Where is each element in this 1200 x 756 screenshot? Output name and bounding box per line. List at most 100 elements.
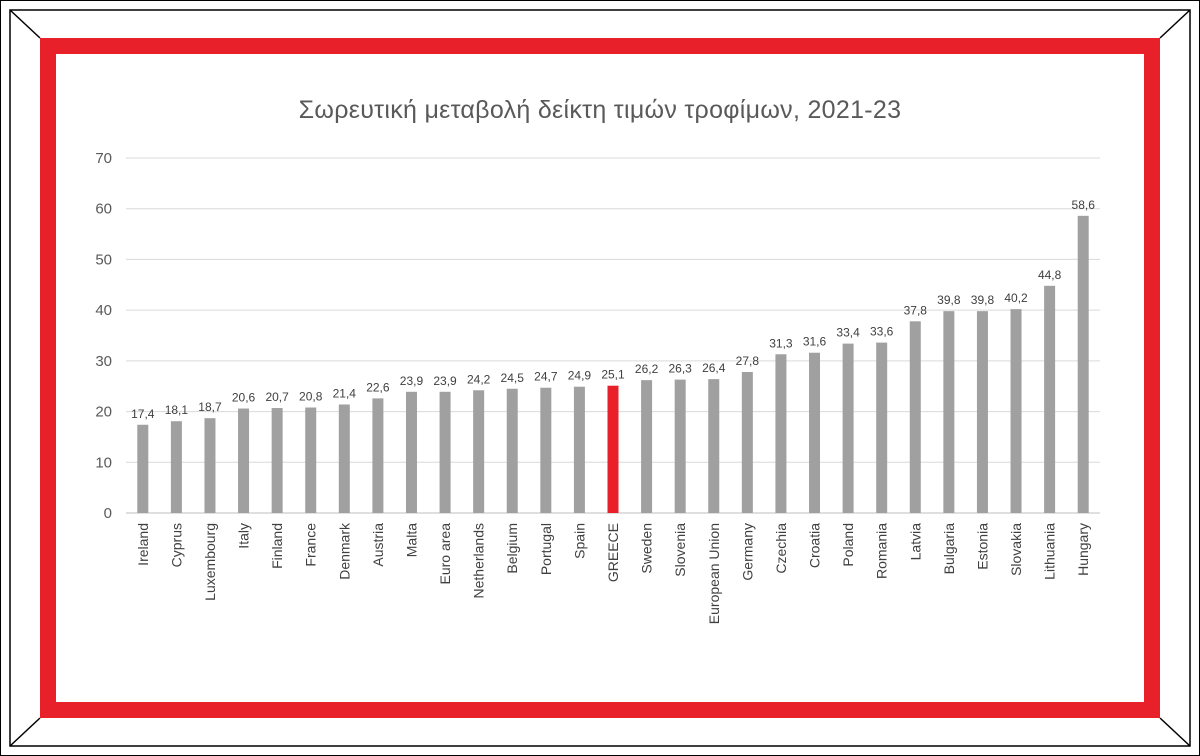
bar-spain [573, 386, 585, 513]
value-label: 37,8 [904, 303, 928, 317]
chart-container: Σωρευτική μεταβολή δείκτη τιμών τροφίμων… [60, 58, 1140, 678]
value-label: 18,1 [165, 403, 189, 417]
value-label: 18,7 [198, 400, 222, 414]
category-label: Latvia [907, 523, 923, 561]
category-label: Croatia [807, 523, 823, 568]
x-axis-categories: Ireland Cyprus Luxembourg Italy Finland Franc… [135, 522, 1091, 624]
bar-greece [607, 385, 619, 513]
y-tick-label: 20 [95, 404, 112, 421]
category-label: Estonia [974, 523, 990, 570]
bar-european-union [708, 379, 720, 513]
y-tick-label: 0 [104, 505, 112, 522]
bar-bulgaria [943, 311, 955, 513]
value-label: 24,9 [568, 369, 592, 383]
category-label: Denmark [336, 522, 352, 580]
y-tick-label: 70 [95, 150, 112, 167]
bar-croatia [809, 352, 821, 513]
chart-title: Σωρευτική μεταβολή δείκτη τιμών τροφίμων… [298, 96, 902, 124]
y-tick-label: 50 [95, 251, 112, 268]
value-label: 24,2 [467, 372, 491, 386]
category-label: Sweden [639, 523, 655, 574]
y-tick-label: 30 [95, 353, 112, 370]
y-axis-ticks: 0 10 20 30 40 50 60 70 [95, 150, 112, 522]
value-label: 39,8 [971, 293, 995, 307]
value-label: 31,6 [803, 335, 827, 349]
category-label: Austria [370, 523, 386, 567]
category-label: Hungary [1075, 523, 1091, 576]
category-label: Poland [840, 523, 856, 567]
bar-luxembourg [204, 418, 216, 513]
value-label: 39,8 [937, 293, 961, 307]
category-label: European Union [706, 523, 722, 624]
bar-denmark [338, 404, 350, 513]
value-label: 23,9 [433, 374, 457, 388]
value-label: 22,6 [366, 380, 390, 394]
category-label: Slovenia [672, 523, 688, 577]
bar-romania [876, 342, 888, 513]
category-label: GREECE [605, 523, 621, 582]
category-label: Slovakia [1008, 523, 1024, 576]
category-label: Spain [571, 523, 587, 559]
value-label: 40,2 [1004, 291, 1028, 305]
bar-latvia [909, 321, 921, 513]
value-label: 24,7 [534, 370, 558, 384]
value-label: 33,4 [836, 326, 860, 340]
bar-ireland [137, 424, 149, 513]
bar-france [305, 407, 317, 513]
value-label: 23,9 [400, 374, 424, 388]
y-tick-label: 40 [95, 302, 112, 319]
bar-sweden [641, 380, 653, 513]
category-label: Finland [269, 523, 285, 569]
category-label: Euro area [437, 523, 453, 585]
value-label: 26,2 [635, 362, 659, 376]
value-label: 20,8 [299, 390, 323, 404]
bar-malta [405, 391, 417, 513]
category-label: Bulgaria [941, 523, 957, 575]
value-label: 26,3 [668, 362, 692, 376]
value-label: 26,4 [702, 361, 726, 375]
value-label: 25,1 [601, 368, 625, 382]
bar-netherlands [473, 390, 485, 513]
category-label: Belgium [504, 523, 520, 574]
value-label: 31,3 [769, 336, 793, 350]
bar-slovakia [1010, 309, 1022, 513]
value-label: 44,8 [1038, 268, 1062, 282]
category-label: Netherlands [471, 523, 487, 599]
category-label: Italy [236, 523, 252, 549]
category-label: Ireland [135, 523, 151, 566]
value-label: 58,6 [1072, 198, 1096, 212]
bar-portugal [540, 387, 552, 513]
bar-finland [271, 408, 283, 513]
value-label: 33,6 [870, 325, 894, 339]
category-label: Portugal [538, 523, 554, 575]
category-label: Germany [739, 523, 755, 581]
bar-austria [372, 398, 384, 513]
bar-poland [842, 343, 854, 513]
y-tick-label: 60 [95, 201, 112, 218]
value-label: 20,7 [265, 390, 289, 404]
bar-italy [238, 408, 250, 513]
bar-euro-area [439, 391, 451, 513]
category-label: France [303, 523, 319, 567]
value-label: 24,5 [501, 371, 525, 385]
category-label: Cyprus [168, 523, 184, 567]
value-label: 27,8 [736, 354, 760, 368]
value-label: 17,4 [131, 407, 155, 421]
bars [137, 215, 1089, 514]
bar-lithuania [1044, 285, 1056, 513]
value-label: 21,4 [333, 386, 357, 400]
bar-germany [741, 372, 753, 513]
value-label: 20,6 [232, 391, 256, 405]
bar-slovenia [674, 379, 686, 513]
y-tick-label: 10 [95, 454, 112, 471]
category-label: Malta [403, 523, 419, 557]
category-label: Romania [874, 523, 890, 579]
bar-belgium [506, 388, 518, 513]
value-labels: 17,4 18,1 18,7 20,6 20,7 20,8 21,4 22,6 23,9 23,9… [131, 198, 1095, 421]
bar-hungary [1077, 215, 1089, 514]
bar-chart: 0 10 20 30 40 50 60 70 17,4 18,1 18,7 20,6 20,7 20,8… [95, 150, 1100, 624]
bar-estonia [976, 311, 988, 513]
bar-czechia [775, 354, 787, 513]
category-label: Luxembourg [202, 523, 218, 601]
bar-cyprus [170, 421, 182, 513]
